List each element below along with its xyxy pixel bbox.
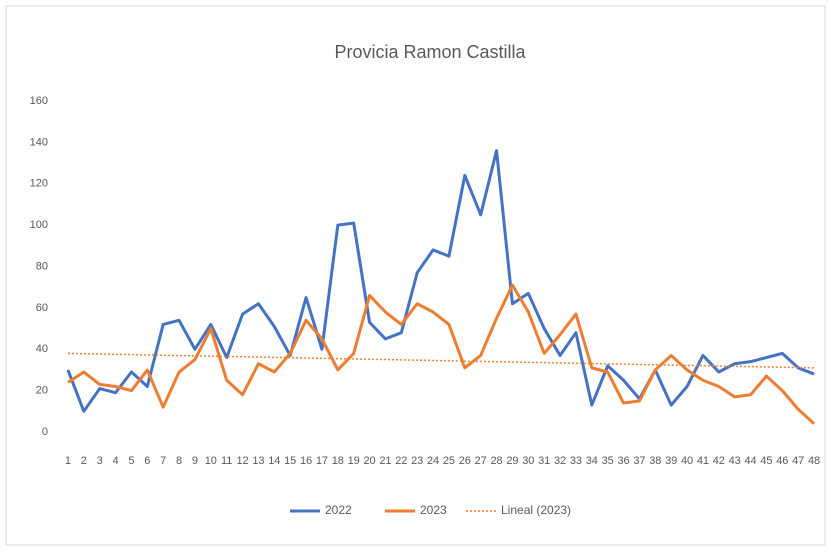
- x-tick-label: 31: [538, 455, 550, 467]
- y-tick-label: 60: [36, 302, 48, 314]
- x-tick-label: 3: [97, 455, 103, 467]
- x-tick-label: 25: [443, 455, 455, 467]
- x-tick-label: 28: [490, 455, 502, 467]
- x-tick-label: 19: [348, 455, 360, 467]
- y-tick-label: 40: [36, 343, 48, 355]
- x-tick-label: 33: [570, 455, 582, 467]
- x-tick-label: 39: [665, 455, 677, 467]
- x-tick-label: 17: [316, 455, 328, 467]
- trend-line: [67, 352, 815, 369]
- x-tick-label: 22: [395, 455, 407, 467]
- x-tick-label: 41: [697, 455, 709, 467]
- y-tick-label: 140: [30, 136, 48, 148]
- x-tick-label: 15: [284, 455, 296, 467]
- x-tick-label: 32: [554, 455, 566, 467]
- x-tick-label: 12: [236, 455, 248, 467]
- x-tick-label: 20: [363, 455, 375, 467]
- x-tick-label: 38: [649, 455, 661, 467]
- y-tick-label: 100: [30, 219, 48, 231]
- x-tick-label: 47: [792, 455, 804, 467]
- y-tick-label: 160: [30, 95, 48, 107]
- x-tick-label: 30: [522, 455, 534, 467]
- chart-title: Provicia Ramon Castilla: [334, 42, 526, 62]
- x-tick-label: 14: [268, 455, 280, 467]
- x-tick-label: 4: [113, 455, 119, 467]
- x-tick-label: 13: [252, 455, 264, 467]
- y-tick-label: 80: [36, 260, 48, 272]
- x-tick-label: 11: [221, 455, 232, 467]
- x-tick-label: 8: [176, 455, 182, 467]
- y-tick-label: 120: [30, 178, 48, 190]
- y-tick-label: 20: [36, 385, 48, 397]
- x-tick-label: 27: [475, 455, 487, 467]
- x-tick-label: 40: [681, 455, 693, 467]
- legend-label: 2023: [420, 503, 447, 517]
- x-tick-label: 21: [379, 455, 391, 467]
- x-tick-label: 5: [128, 455, 134, 467]
- x-tick-label: 43: [729, 455, 741, 467]
- series-line: [66, 149, 815, 413]
- x-tick-label: 6: [144, 455, 150, 467]
- x-tick-label: 18: [332, 455, 344, 467]
- series-line: [67, 283, 816, 425]
- x-tick-label: 35: [602, 455, 614, 467]
- x-tick-label: 44: [744, 455, 756, 467]
- y-tick-label: 0: [42, 426, 48, 438]
- x-tick-label: 36: [617, 455, 629, 467]
- x-tick-label: 29: [506, 455, 518, 467]
- x-tick-label: 9: [192, 455, 198, 467]
- legend-label: 2022: [325, 503, 352, 517]
- x-tick-label: 34: [586, 455, 598, 467]
- x-tick-label: 46: [776, 455, 788, 467]
- x-tick-label: 37: [633, 455, 645, 467]
- x-tick-label: 26: [459, 455, 471, 467]
- x-tick-label: 23: [411, 455, 423, 467]
- legend-label: Lineal (2023): [501, 503, 571, 517]
- x-tick-label: 45: [760, 455, 772, 467]
- x-tick-label: 2: [81, 455, 87, 467]
- x-tick-label: 16: [300, 455, 312, 467]
- x-tick-label: 48: [808, 455, 820, 467]
- x-tick-label: 10: [205, 455, 217, 467]
- x-tick-label: 24: [427, 455, 439, 467]
- x-tick-label: 7: [160, 455, 166, 467]
- x-tick-label: 42: [713, 455, 725, 467]
- x-tick-label: 1: [65, 455, 71, 467]
